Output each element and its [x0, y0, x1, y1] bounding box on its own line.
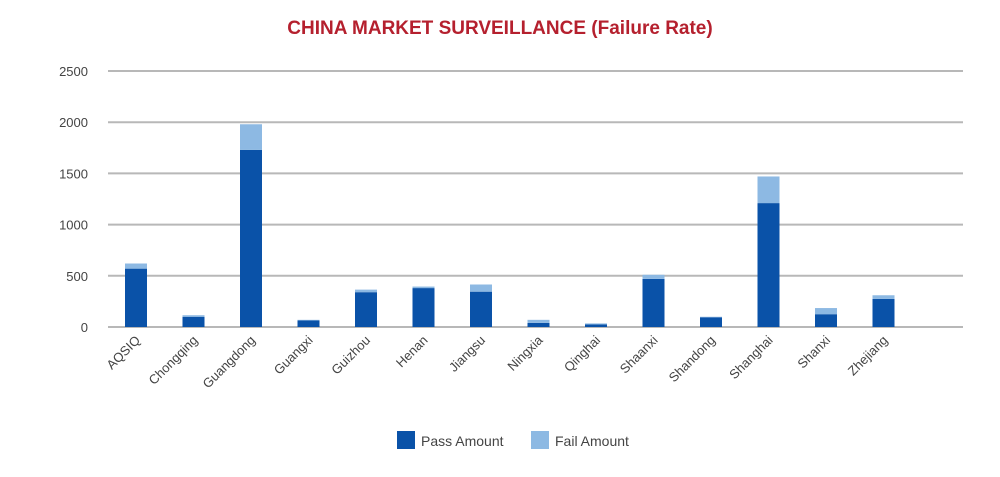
y-tick-label: 1000: [59, 218, 88, 233]
bar-fail: [240, 124, 262, 150]
y-tick-label: 500: [66, 269, 88, 284]
bar-pass: [240, 149, 262, 327]
bar-pass: [527, 322, 550, 327]
bar-fail: [125, 263, 147, 269]
bar-pass: [412, 288, 435, 327]
bar-fail: [757, 176, 780, 204]
bar-pass: [182, 316, 205, 327]
legend-swatch: [397, 431, 415, 449]
bar-pass: [585, 324, 607, 327]
y-tick-label: 2500: [59, 64, 88, 79]
bar-fail: [872, 295, 895, 299]
bar-pass: [815, 314, 837, 327]
bar-fail: [297, 319, 320, 321]
bar-fail: [412, 286, 435, 289]
legend-label: Pass Amount: [421, 433, 504, 449]
bar-fail: [585, 323, 607, 325]
x-tick-label: Ningxia: [504, 332, 546, 374]
x-tick-label: Shanghai: [726, 332, 776, 382]
x-tick-label: Henan: [393, 333, 431, 371]
x-tick-label: Chongqing: [146, 333, 201, 388]
bar-pass: [470, 291, 492, 327]
bar-fail: [355, 289, 377, 293]
x-tick-label: Qinghai: [561, 332, 603, 374]
x-tick-label: Jiangsu: [446, 333, 488, 375]
x-tick-label: Guangxi: [271, 332, 316, 377]
bar-fail: [182, 315, 205, 317]
bar-pass: [297, 320, 320, 327]
y-tick-label: 0: [81, 320, 88, 335]
bar-pass: [757, 203, 780, 327]
x-tick-label: Shaanxi: [617, 332, 661, 376]
bar-pass: [700, 317, 722, 327]
y-tick-label: 1500: [59, 166, 88, 181]
legend-swatch: [531, 431, 549, 449]
bar-fail: [527, 319, 550, 323]
bar-pass: [125, 268, 147, 327]
bar-fail: [642, 274, 665, 279]
bar-fail: [700, 316, 722, 318]
bar-fail: [815, 308, 837, 315]
x-tick-label: Guangdong: [199, 333, 258, 392]
bar-pass: [642, 278, 665, 327]
chart-title: CHINA MARKET SURVEILLANCE (Failure Rate): [287, 18, 713, 39]
x-tick-label: Zhejiang: [845, 333, 891, 379]
x-tick-label: Shandong: [666, 333, 719, 386]
x-tick-label: AQSIQ: [103, 333, 143, 373]
bar-pass: [355, 292, 377, 327]
y-tick-label: 2000: [59, 115, 88, 130]
bar-fail: [470, 284, 492, 292]
legend-label: Fail Amount: [555, 433, 629, 449]
x-tick-label: Guizhou: [328, 333, 373, 378]
x-tick-label: Shanxi: [794, 332, 833, 371]
bar-pass: [872, 298, 895, 327]
